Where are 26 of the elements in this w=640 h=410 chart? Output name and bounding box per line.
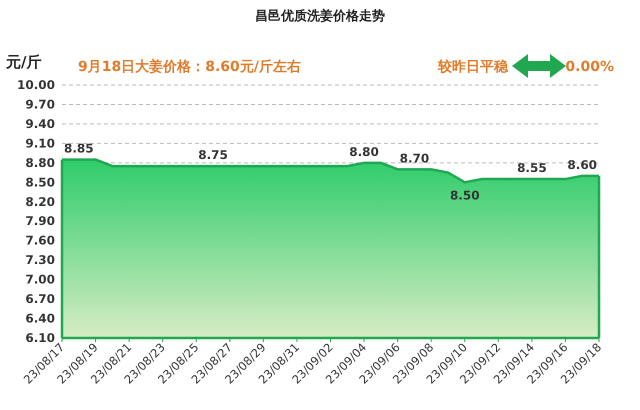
y-tick-label: 9.10	[25, 136, 55, 150]
data-label: 8.80	[349, 144, 379, 159]
y-tick-label: 6.70	[25, 292, 55, 306]
data-label: 8.75	[198, 148, 228, 162]
data-label: 8.60	[567, 158, 598, 172]
y-tick-label: 10.00	[17, 78, 55, 92]
data-label: 8.50	[450, 188, 480, 202]
y-tick-label: 8.50	[25, 175, 55, 190]
y-tick-label: 7.90	[25, 214, 55, 228]
text: 0.00%	[565, 59, 614, 75]
y-tick-label: 9.40	[25, 116, 55, 131]
y-tick-label: 7.60	[25, 234, 55, 248]
y-axis-title: 元/斤	[5, 53, 42, 71]
text: 较昨日平稳	[437, 59, 509, 75]
y-tick-label: 9.70	[25, 97, 55, 112]
y-tick-label: 7.30	[25, 253, 55, 268]
data-label: 8.85	[64, 142, 94, 156]
y-tick-label: 7.00	[25, 272, 55, 287]
y-tick-label: 6.40	[25, 312, 55, 326]
data-label: 8.55	[517, 161, 547, 176]
text: 9月18日大姜价格：8.60元/斤左右	[78, 58, 301, 75]
chart-title: 昌邑优质洗姜价格走势	[255, 8, 385, 24]
y-tick-label: 8.20	[25, 194, 55, 209]
data-label: 8.70	[400, 151, 430, 166]
y-tick-label: 8.80	[25, 156, 55, 170]
y-tick-label: 6.10	[25, 331, 55, 345]
